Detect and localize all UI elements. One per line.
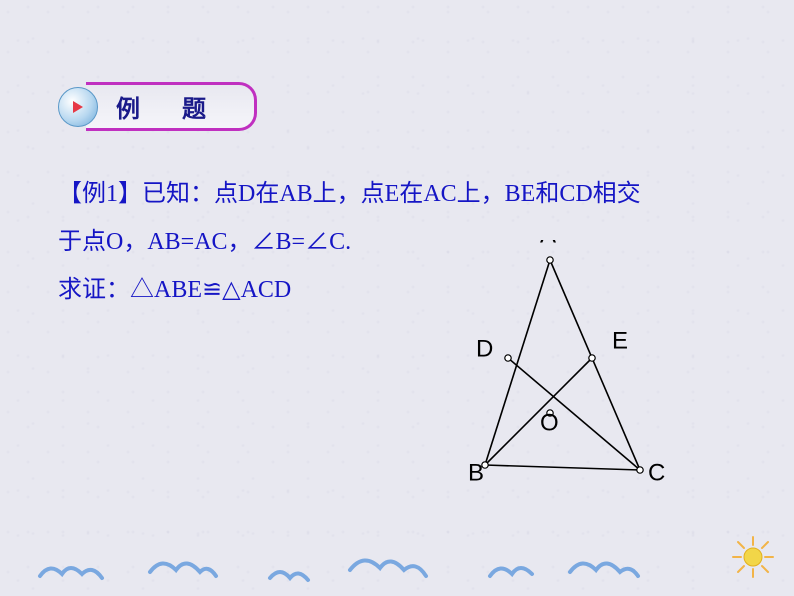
vertex-label-O: O (540, 409, 559, 436)
vertex-label-D: D (476, 335, 493, 362)
arrow-icon (58, 87, 98, 127)
edge-CD (508, 358, 640, 470)
problem-line-1: 【例1】已知：点D在AB上，点E在AC上，BE和CD相交 (58, 170, 738, 218)
section-title: 例 题 (86, 82, 257, 131)
edge-AC (550, 260, 640, 470)
vertex-D (505, 355, 511, 361)
geometry-diagram: A D E O B C (410, 240, 690, 520)
vertex-E (589, 355, 595, 361)
vertex-label-B: B (468, 459, 484, 486)
vertex-C (637, 467, 643, 473)
cloud-decoration (0, 536, 794, 596)
diagram-svg: A D E O B C (410, 240, 690, 520)
edge-BC (485, 465, 640, 470)
vertex-label-E: E (612, 327, 628, 354)
edge-BE (485, 358, 592, 465)
arrow-glyph (73, 101, 83, 113)
vertex-A (547, 257, 553, 263)
section-header: 例 题 (58, 82, 257, 131)
vertex-label-C: C (648, 459, 665, 486)
vertex-label-A: A (540, 240, 556, 248)
sun-icon (730, 534, 776, 580)
